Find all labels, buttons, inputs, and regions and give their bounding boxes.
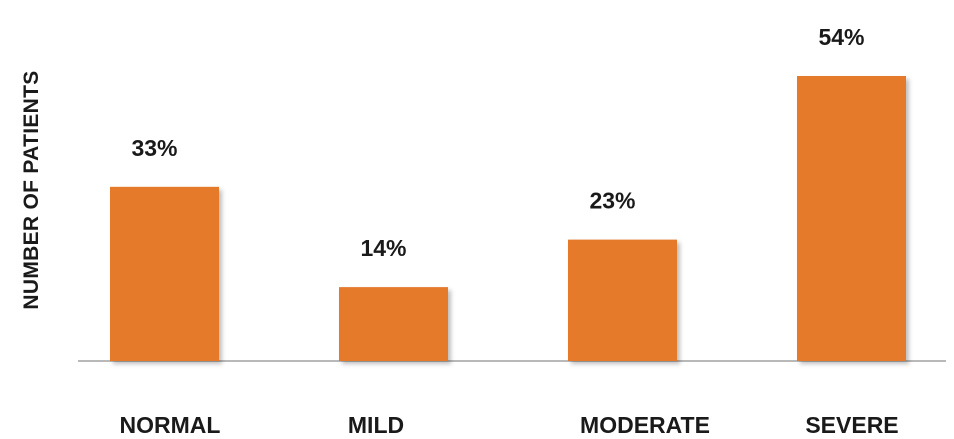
bars-group: [110, 76, 906, 361]
bar-moderate: [568, 239, 677, 361]
category-label-moderate: MODERATE: [580, 412, 710, 438]
value-label-severe: 54%: [818, 24, 864, 50]
category-label-severe: SEVERE: [805, 412, 898, 438]
bar-mild: [339, 287, 448, 361]
value-label-moderate: 23%: [589, 188, 635, 214]
category-label-normal: NORMAL: [120, 412, 221, 438]
value-labels-group: 33% 14% 23% 54%: [131, 24, 864, 261]
value-label-normal: 33%: [131, 135, 177, 161]
value-label-mild: 14%: [360, 235, 406, 261]
y-axis-label: NUMBER OF PATIENTS: [20, 70, 43, 309]
category-label-mild: MILD: [348, 412, 404, 438]
bar-normal: [110, 186, 219, 361]
bar-severe: [797, 76, 906, 361]
category-labels-group: NORMAL MILD MODERATE SEVERE: [120, 412, 899, 438]
